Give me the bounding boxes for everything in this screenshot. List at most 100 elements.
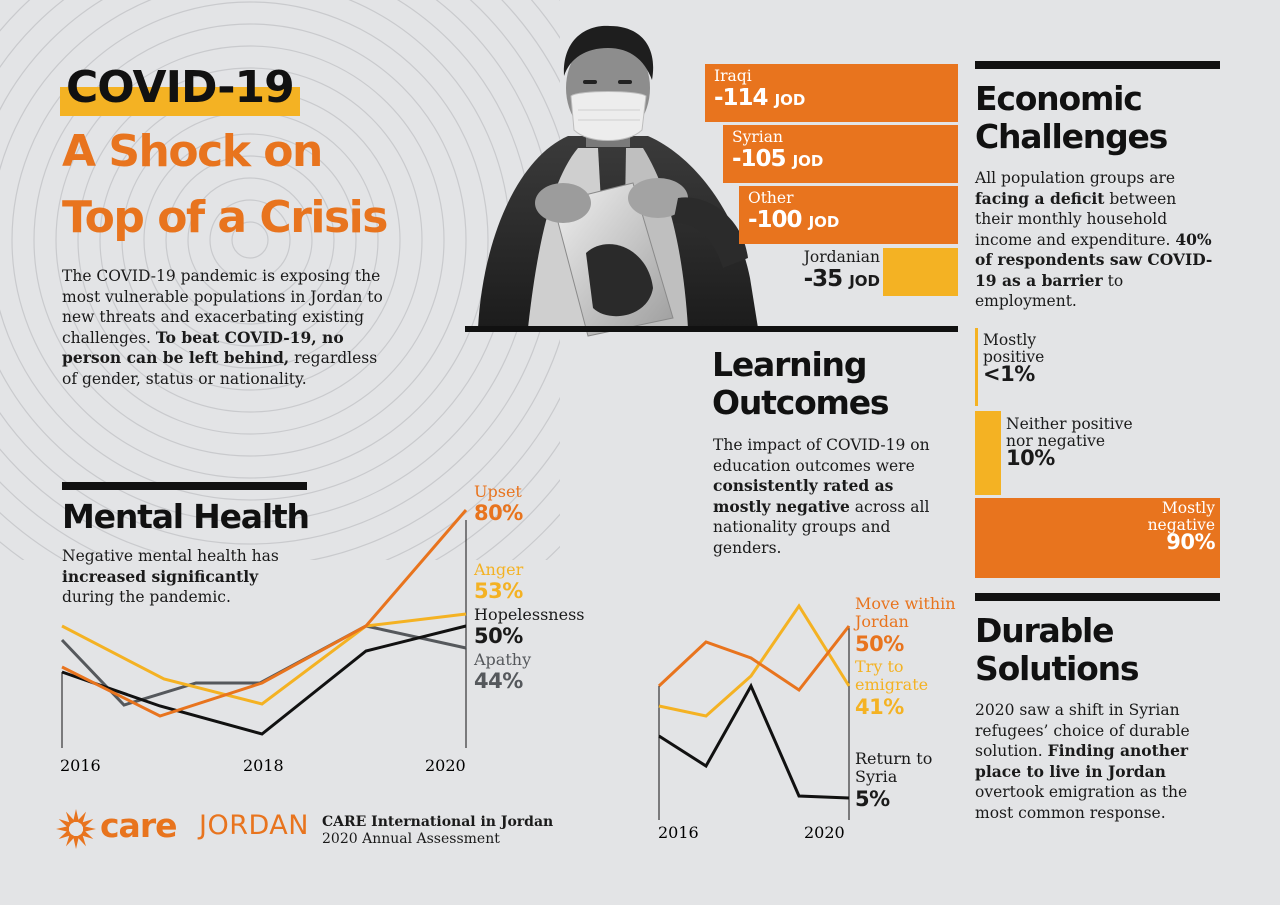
learning-value-positive: <1% [983, 362, 1035, 386]
econ-text-bold-2: 40% of respondents saw COVID-19 as a bar… [975, 229, 1213, 290]
econ-label-jordanian: Jordanian [803, 248, 880, 266]
learning-bar-positive [975, 328, 978, 406]
mh-line-anger [61, 612, 467, 706]
econ-value-syrian: -105 [732, 146, 787, 172]
intro-bold: To beat COVID-19, no person can be left … [62, 327, 344, 368]
dur-label-jordan: Move within Jordan [855, 595, 956, 631]
mh-line-hopelessness [61, 624, 467, 736]
mh-tick-2020: 2020 [425, 756, 466, 775]
learning-heading-line1: Learning [712, 345, 867, 384]
durable-text-bold: Finding another place to live in Jordan [975, 741, 1189, 781]
footer-organization: CARE International in Jordan [322, 814, 554, 830]
econ-paragraph: All population groups are facing a defic… [975, 168, 1215, 312]
mh-label-upset: Upset [474, 482, 522, 501]
learning-text-2: across all nationality groups and gender… [713, 497, 930, 557]
dur-label-emigrate: Try to emigrate [855, 658, 928, 694]
econ-text-1: All population groups are [975, 169, 1176, 187]
learning-heading-line2: Outcomes [712, 383, 890, 422]
econ-bar-jordanian [883, 248, 958, 296]
learning-label-negative-1: Mostly [1161, 499, 1215, 517]
learning-label-neutral-2: nor negative [1006, 432, 1106, 450]
econ-heading-line1: Economic [975, 79, 1143, 118]
care-logo-icon [56, 809, 96, 849]
mental-health-chart: 2016 2018 2020 [60, 509, 468, 775]
learning-label-negative-2: negative [1147, 516, 1215, 534]
mh-value-upset: 80% [474, 501, 523, 525]
dur-label-syria-2: Syria [855, 767, 898, 786]
econ-value-iraqi: -114 [714, 85, 769, 111]
dur-line-emigrate [658, 603, 851, 718]
econ-heading-line2: Challenges [975, 117, 1168, 156]
durable-heading-line1: Durable [975, 611, 1115, 650]
mh-tick-2018: 2018 [243, 756, 284, 775]
econ-label-iraqi: Iraqi [714, 67, 752, 85]
dur-label-jordan-2: Jordan [855, 612, 909, 631]
mh-label-anger: Anger [474, 560, 524, 579]
learning-value-neutral: 10% [1006, 446, 1055, 470]
mental-health-text-2: during the pandemic. [62, 588, 231, 606]
durable-paragraph: 2020 saw a shift in Syrian refugees’ cho… [975, 700, 1205, 823]
econ-heading: Economic Challenges [975, 79, 1168, 156]
photo-aid-worker [478, 25, 758, 337]
learning-heading: Learning Outcomes [712, 345, 890, 422]
econ-bar-syrian: Syrian -105 JOD [723, 125, 958, 183]
dur-line-syria [658, 682, 850, 800]
mh-label-apathy: Apathy [474, 650, 532, 669]
durable-heading: Durable Solutions [975, 611, 1140, 688]
mental-health-paragraph: Negative mental health has increased sig… [62, 546, 302, 608]
mental-health-rule [62, 482, 307, 490]
econ-bar-iraqi: Iraqi -114 JOD [705, 64, 958, 122]
dur-label-emigrate-1: Try to [855, 657, 904, 676]
mental-health-text-1: Negative mental health has [62, 547, 279, 565]
mh-value-hopelessness: 50% [474, 624, 523, 648]
mh-value-anger: 53% [474, 579, 523, 603]
econ-text-2: between their monthly household income a… [975, 189, 1177, 249]
econ-bar-other: Other -100 JOD [739, 186, 958, 244]
learning-label-negative: Mostly negative 90% [975, 499, 1216, 554]
care-logo-word: care [100, 806, 177, 845]
durable-rule [975, 593, 1220, 601]
care-logo-country: JORDAN [199, 810, 309, 841]
durable-solutions-chart: 2016 2020 [657, 603, 851, 842]
title-covid: COVID-19 [60, 60, 300, 116]
learning-label-neutral-1: Neither positive [1006, 415, 1133, 433]
econ-rule [975, 61, 1220, 69]
title-shock: A Shock on [62, 126, 323, 177]
econ-unit: JOD [792, 152, 824, 170]
mh-value-apathy: 44% [474, 669, 523, 693]
photo-divider [465, 326, 958, 332]
econ-value-jordanian: -35 [803, 266, 844, 292]
durable-heading-line2: Solutions [975, 649, 1140, 688]
dur-line-jordan [657, 625, 851, 693]
econ-unit: JOD [849, 272, 880, 290]
learning-label-positive-2: positive [983, 348, 1045, 366]
econ-unit: JOD [808, 213, 840, 231]
mental-health-heading: Mental Health [62, 497, 310, 536]
intro-tail: regardless of gender, status or national… [62, 349, 378, 388]
dur-tick-2020: 2020 [804, 823, 845, 842]
econ-label-jordanian-block: Jordanian -35 JOD [740, 248, 880, 292]
learning-label-neutral: Neither positive nor negative 10% [1006, 415, 1133, 470]
mh-label-hopelessness: Hopelessness [474, 605, 585, 624]
learning-bar-neutral [975, 411, 1001, 495]
intro-paragraph: The COVID-19 pandemic is exposing the mo… [62, 266, 392, 389]
learning-value-negative: 90% [1166, 530, 1215, 554]
econ-unit: JOD [774, 91, 806, 109]
durable-text-2: overtook emigration as the most common r… [975, 783, 1188, 822]
dur-value-jordan: 50% [855, 632, 904, 656]
learning-paragraph: The impact of COVID-19 on education outc… [713, 435, 938, 558]
mh-tick-2016: 2016 [60, 756, 101, 775]
durable-text-1: 2020 saw a shift in Syrian refugees’ cho… [975, 701, 1190, 760]
econ-label-syrian: Syrian [732, 128, 783, 146]
dur-value-syria: 5% [855, 787, 890, 811]
econ-text-bold-1: facing a deficit [975, 188, 1105, 208]
econ-value-other: -100 [748, 207, 803, 233]
dur-label-jordan-1: Move within [855, 594, 956, 613]
dur-value-emigrate: 41% [855, 695, 904, 719]
econ-label-other: Other [748, 189, 794, 207]
footer-subtitle: 2020 Annual Assessment [322, 831, 500, 847]
learning-label-positive-1: Mostly [983, 331, 1037, 349]
mental-health-text-bold: increased significantly [62, 566, 259, 586]
learning-bar-negative [975, 498, 1220, 578]
intro-text: The COVID-19 pandemic is exposing the mo… [62, 267, 383, 347]
